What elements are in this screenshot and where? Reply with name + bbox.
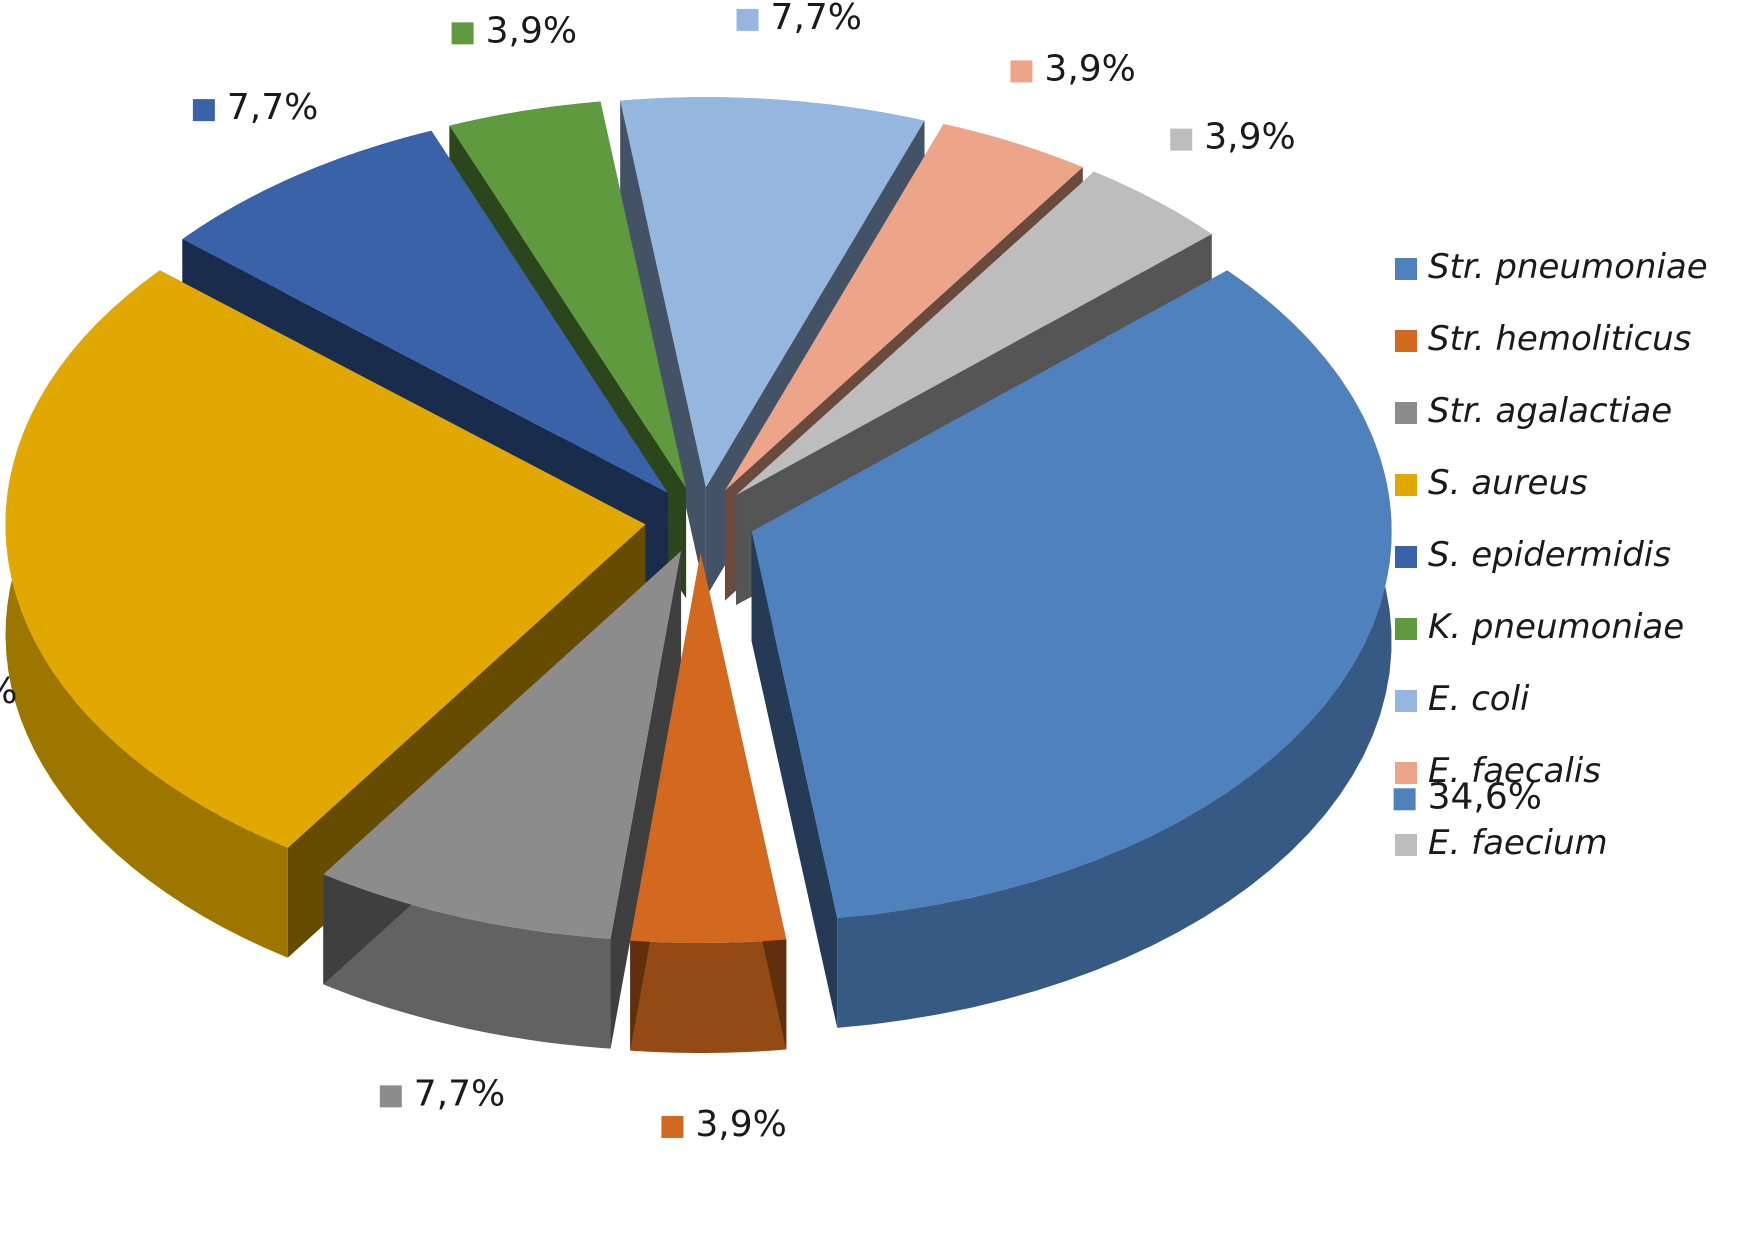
legend-swatch-4 (1395, 546, 1417, 568)
data-label-swatch-6 (736, 8, 759, 31)
legend-label-7: E. faecalis (1428, 751, 1601, 791)
data-label-swatch-0 (1393, 788, 1416, 811)
data-label-text-6: 7,7% (771, 0, 862, 38)
legend-item-2: Str. agalactiae (1395, 391, 1672, 431)
data-label-swatch-4 (192, 99, 215, 122)
legend-label-3: S. aureus (1428, 463, 1588, 503)
data-label-text-8: 3,9% (1204, 117, 1295, 158)
data-label-text-4: 7,7% (227, 87, 318, 128)
legend-swatch-3 (1395, 474, 1417, 496)
data-labels: 34,6% 3,9% 7,7% 26,9% 7,7% 3,9% 7,7% 3,9% 3,9% (0, 0, 1542, 1145)
data-label-text-7: 3,9% (1044, 48, 1135, 89)
pie-slice-4 (182, 130, 669, 494)
legend-item-0: Str. pneumoniae (1395, 247, 1708, 287)
data-label-swatch-1 (661, 1115, 684, 1138)
slice-rim-1 (630, 939, 787, 1053)
pie-slice-0 (751, 270, 1392, 918)
legend-swatch-8 (1395, 834, 1417, 856)
data-label-swatch-7 (1010, 60, 1033, 83)
data-label-5: 3,9% (451, 10, 577, 51)
pie-slice-1 (630, 552, 787, 943)
pie-slice-5 (449, 101, 687, 489)
pie-slice-3 (5, 270, 646, 848)
pie-slice-2 (323, 550, 682, 939)
pie-slice-tops (5, 97, 1392, 943)
pie-slice-8 (736, 171, 1212, 496)
slice-rim-0 (837, 270, 1392, 1028)
data-label-6: 7,7% (736, 0, 862, 38)
legend-item-3: S. aureus (1395, 463, 1588, 503)
slice-wall-6-0 (620, 100, 706, 598)
legend-item-5: K. pneumoniae (1395, 607, 1684, 647)
data-label-8: 3,9% (1170, 117, 1296, 158)
data-label-text-3: 26,9% (0, 671, 17, 712)
legend-swatch-6 (1395, 690, 1417, 712)
legend-label-0: Str. pneumoniae (1428, 247, 1708, 287)
legend-label-2: Str. agalactiae (1428, 391, 1672, 431)
data-label-2: 7,7% (379, 1073, 505, 1114)
legend-item-4: S. epidermidis (1395, 535, 1671, 575)
pie-slice-7 (724, 124, 1083, 491)
legend-swatch-7 (1395, 762, 1417, 784)
data-label-swatch-2 (379, 1085, 402, 1108)
legend-item-8: E. faecium (1395, 823, 1608, 863)
data-label-4: 7,7% (192, 87, 318, 128)
legend-swatch-0 (1395, 258, 1417, 280)
legend-label-5: K. pneumoniae (1428, 607, 1684, 647)
legend-swatch-2 (1395, 402, 1417, 424)
data-label-swatch-8 (1170, 128, 1193, 151)
data-label-swatch-5 (451, 22, 474, 45)
data-label-text-2: 7,7% (414, 1073, 505, 1114)
legend-item-7: E. faecalis (1395, 751, 1601, 791)
legend-label-8: E. faecium (1428, 823, 1608, 863)
legend-label-4: S. epidermidis (1428, 535, 1671, 575)
slice-wall-0-1 (751, 531, 838, 1028)
data-label-text-5: 3,9% (486, 10, 577, 51)
data-label-0: 34,6% (1393, 776, 1542, 817)
data-label-text-0: 34,6% (1428, 776, 1542, 817)
legend-item-1: Str. hemoliticus (1395, 319, 1691, 359)
legend: Str. pneumoniae Str. hemoliticus Str. agal… (1395, 247, 1708, 863)
legend-swatch-5 (1395, 618, 1417, 640)
data-label-text-1: 3,9% (695, 1104, 786, 1145)
legend-swatch-1 (1395, 330, 1417, 352)
data-label-3: 26,9% (0, 671, 17, 712)
legend-label-6: E. coli (1428, 679, 1530, 719)
legend-label-1: Str. hemoliticus (1428, 319, 1691, 359)
legend-item-6: E. coli (1395, 679, 1530, 719)
data-label-1: 3,9% (661, 1104, 787, 1145)
pie-slice-6 (620, 97, 925, 488)
data-label-7: 3,9% (1010, 48, 1136, 89)
